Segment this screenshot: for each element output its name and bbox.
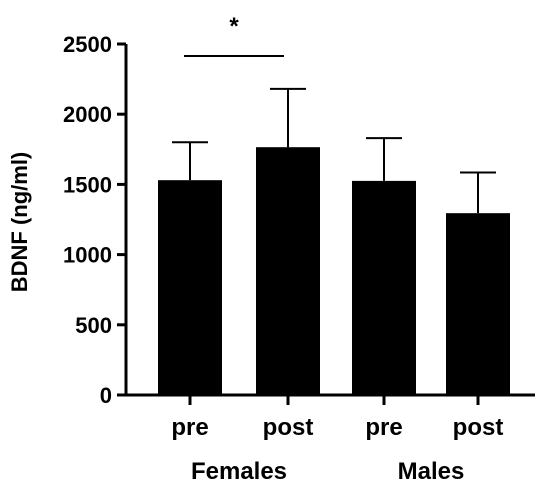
y-axis-label: BDNF (ng/ml) <box>7 152 32 293</box>
x-tick-label: pre <box>365 414 402 441</box>
bar <box>446 213 510 395</box>
x-tick-label: pre <box>171 414 208 441</box>
y-tick-label: 500 <box>75 313 112 338</box>
bar <box>256 147 320 395</box>
x-tick-label: post <box>263 414 314 441</box>
y-tick-label: 2000 <box>63 102 112 127</box>
y-tick-label: 0 <box>100 383 112 408</box>
y-tick-label: 2500 <box>63 32 112 57</box>
group-label: Males <box>398 458 465 485</box>
y-tick-label: 1000 <box>63 243 112 268</box>
significance-marker: * <box>229 13 239 40</box>
y-tick-label: 1500 <box>63 172 112 197</box>
bar <box>158 180 222 395</box>
bar <box>352 180 416 395</box>
x-tick-label: post <box>453 414 504 441</box>
group-label: Females <box>191 458 287 485</box>
